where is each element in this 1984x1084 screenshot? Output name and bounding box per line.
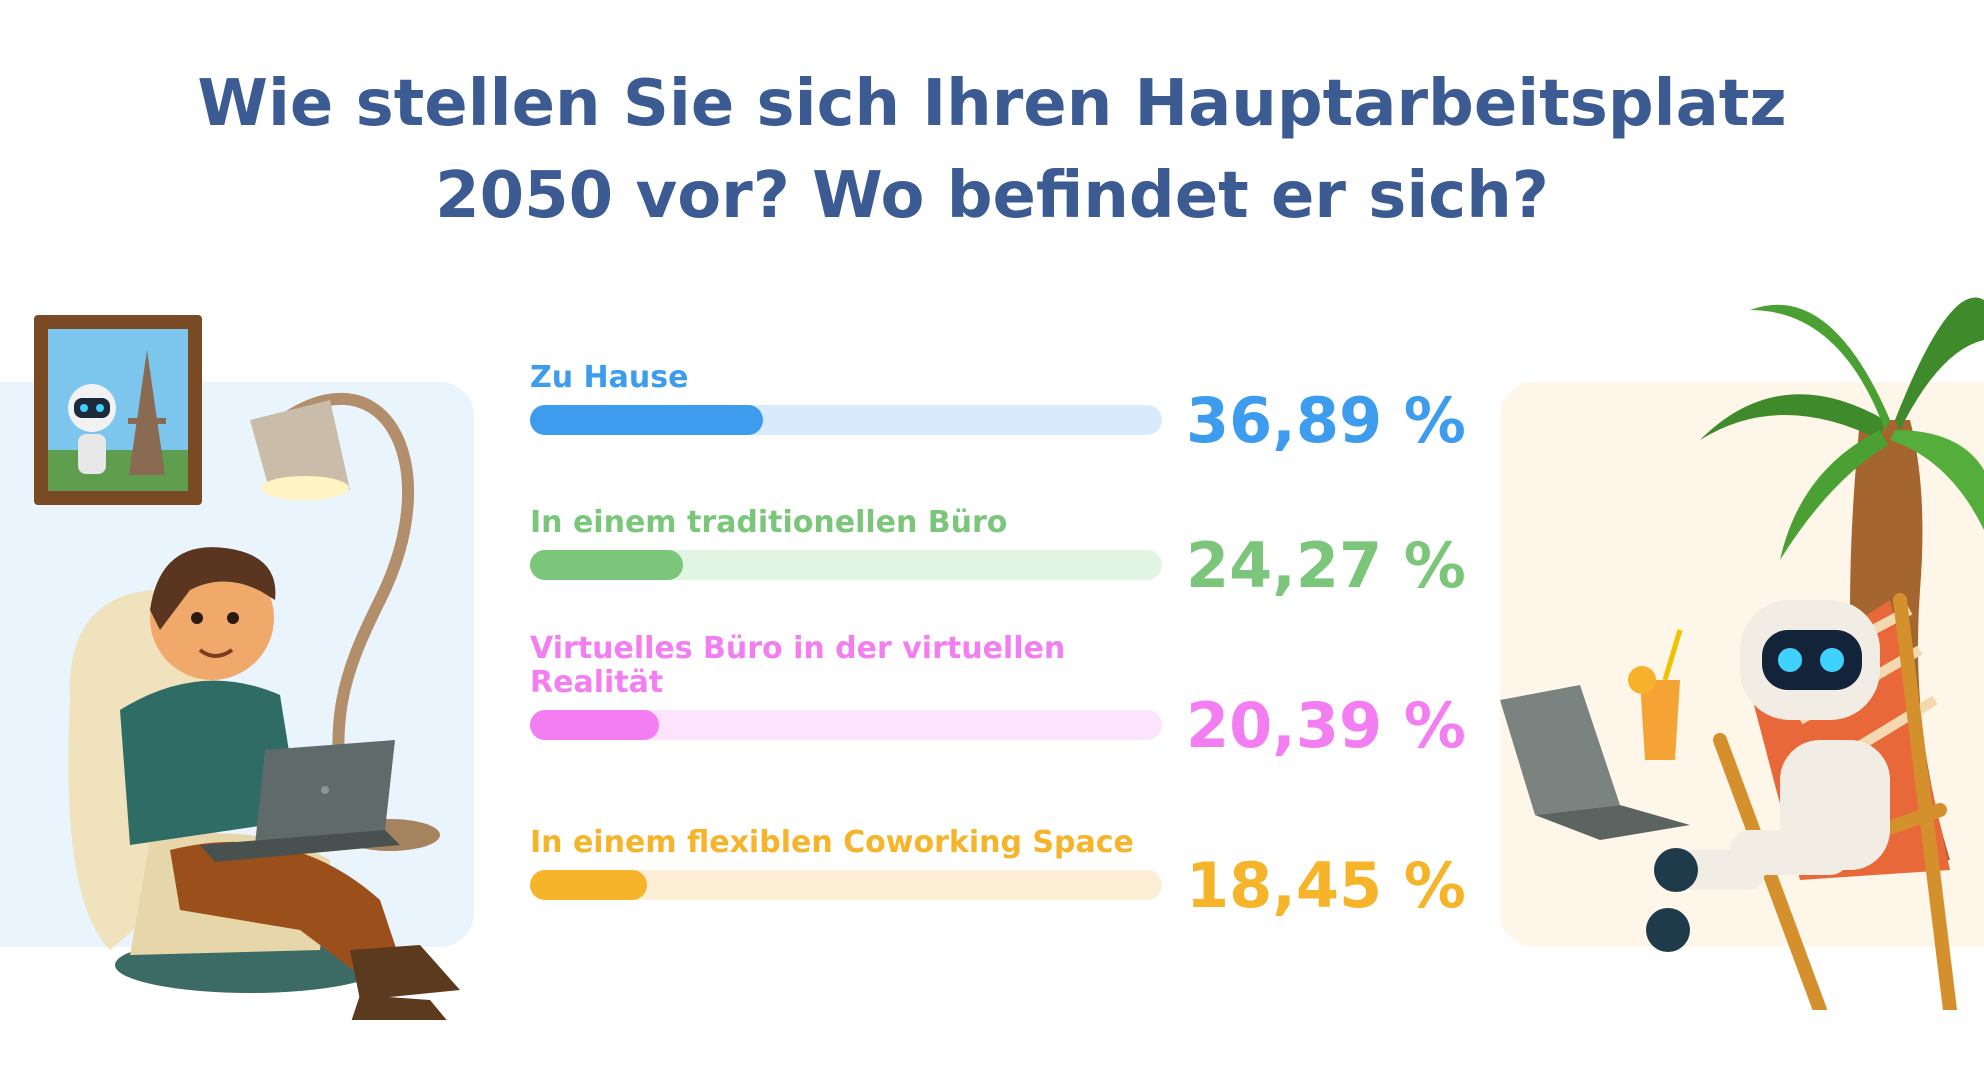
robot-icon — [1646, 600, 1890, 952]
bar-track — [530, 710, 1162, 740]
value-label: 36,89 % — [1186, 384, 1466, 457]
man-figure-icon — [120, 547, 460, 1020]
value-label: 20,39 % — [1186, 689, 1466, 762]
juice-glass-icon — [1628, 629, 1683, 760]
bar-track — [530, 550, 1162, 580]
bar — [530, 405, 764, 435]
title-line-2: 2050 vor? Wo befindet er sich? — [435, 159, 1549, 233]
bar-track — [530, 870, 1162, 900]
bar-row: In einem flexiblen Coworking Space 18,45… — [530, 770, 1480, 922]
category-label: Virtuelles Büro in der virtuellen Realit… — [530, 631, 1066, 700]
bar-track — [530, 405, 1162, 435]
laptop-icon — [1500, 685, 1690, 840]
category-label: In einem traditionellen Büro — [530, 505, 1008, 540]
desk-lamp-icon — [250, 392, 440, 851]
picture-frame-icon — [34, 315, 202, 505]
chart-title: Wie stellen Sie sich Ihren Hauptarbeitsp… — [0, 58, 1984, 242]
value-label: 18,45 % — [1186, 849, 1466, 922]
bar-row: In einem traditionellen Büro 24,27 % — [530, 480, 1480, 602]
laptop-icon — [200, 740, 400, 862]
man-laptop-illustration — [34, 315, 460, 1020]
value-label: 24,27 % — [1186, 529, 1466, 602]
bar-row: Zu Hause 36,89 % — [530, 345, 1480, 457]
bar-row: Virtuelles Büro in der virtuellen Realit… — [530, 610, 1480, 762]
category-label: Zu Hause — [530, 360, 689, 395]
bar — [530, 550, 684, 580]
bar — [530, 710, 659, 740]
category-label: In einem flexiblen Coworking Space — [530, 825, 1134, 860]
bar — [530, 870, 647, 900]
title-line-1: Wie stellen Sie sich Ihren Hauptarbeitsp… — [197, 67, 1787, 141]
robot-beach-illustration — [1500, 297, 1984, 1010]
